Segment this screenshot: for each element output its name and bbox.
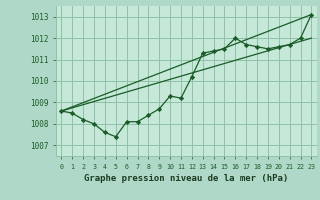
X-axis label: Graphe pression niveau de la mer (hPa): Graphe pression niveau de la mer (hPa): [84, 174, 289, 183]
